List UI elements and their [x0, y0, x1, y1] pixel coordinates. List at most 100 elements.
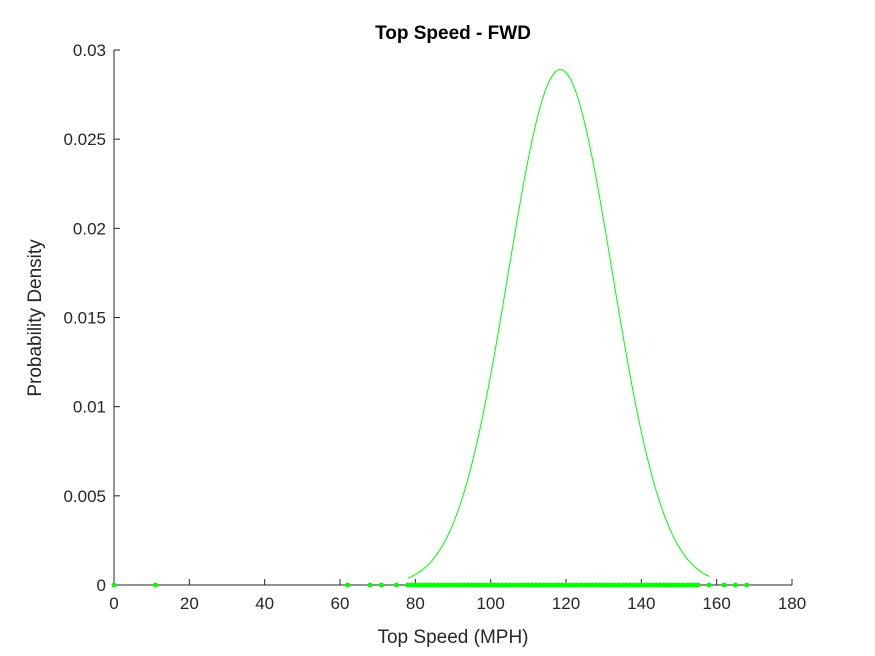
data-point — [522, 582, 528, 588]
data-point — [620, 582, 625, 588]
data-point — [593, 582, 599, 588]
data-point — [394, 582, 399, 588]
data-point — [567, 582, 573, 588]
data-point — [435, 582, 441, 588]
data-point — [469, 582, 475, 588]
data-point — [586, 582, 592, 588]
data-point — [623, 582, 629, 588]
y-tick-label: 0.02 — [73, 219, 106, 238]
data-point — [529, 582, 535, 588]
data-point — [721, 582, 727, 588]
x-tick-label: 140 — [627, 594, 655, 613]
data-point — [345, 582, 351, 588]
data-point — [518, 582, 524, 588]
data-point — [680, 582, 686, 588]
y-axis-label: Probability Density — [25, 239, 46, 397]
data-point — [665, 582, 671, 588]
data-point — [676, 582, 682, 588]
data-point — [638, 582, 644, 588]
data-point — [412, 582, 418, 588]
data-point — [733, 582, 738, 588]
data-point — [608, 582, 614, 588]
x-tick-label: 80 — [406, 594, 425, 613]
data-point — [431, 582, 437, 588]
data-point — [552, 582, 558, 588]
data-point — [627, 582, 633, 588]
data-point — [427, 582, 433, 588]
data-point — [446, 582, 452, 588]
data-point — [454, 582, 460, 588]
data-point — [405, 582, 411, 588]
data-point — [476, 582, 482, 588]
data-point — [540, 582, 546, 588]
plot-area — [111, 68, 750, 588]
x-tick-label: 120 — [552, 594, 580, 613]
data-point — [695, 582, 701, 588]
data-point — [555, 582, 561, 588]
data-point — [578, 582, 584, 588]
data-point — [484, 582, 490, 588]
y-tick-label: 0.025 — [63, 130, 106, 149]
data-point — [672, 582, 678, 588]
data-point — [514, 582, 520, 588]
data-point — [495, 582, 501, 588]
data-point — [537, 582, 543, 588]
data-point — [642, 582, 648, 588]
data-point — [687, 582, 693, 588]
data-point — [589, 582, 595, 588]
data-point — [378, 582, 384, 588]
data-point — [612, 582, 618, 588]
pdf-curve — [407, 68, 710, 579]
data-point — [616, 582, 622, 588]
data-point — [420, 582, 426, 588]
data-point — [650, 582, 656, 588]
data-point — [744, 582, 750, 588]
x-tick-label: 160 — [702, 594, 730, 613]
data-point — [465, 582, 471, 588]
data-point — [548, 582, 554, 588]
data-point — [631, 582, 637, 588]
x-tick-label: 0 — [109, 594, 118, 613]
data-point — [439, 582, 445, 588]
data-point — [507, 582, 512, 588]
data-point — [480, 582, 486, 588]
data-point — [571, 582, 577, 588]
x-tick-label: 180 — [778, 594, 806, 613]
data-point — [510, 582, 516, 588]
data-point — [544, 582, 550, 588]
data-point — [424, 582, 430, 588]
data-point — [706, 582, 712, 588]
data-point — [597, 582, 603, 588]
data-point — [473, 582, 479, 588]
data-point — [684, 582, 690, 588]
data-point — [657, 582, 663, 588]
data-point — [582, 582, 588, 588]
data-point — [533, 582, 539, 588]
data-point — [461, 582, 467, 588]
data-point — [574, 582, 580, 588]
x-tick-label: 60 — [331, 594, 350, 613]
x-tick-label: 20 — [180, 594, 199, 613]
data-point — [409, 582, 415, 588]
data-point — [559, 582, 565, 588]
data-point — [525, 582, 531, 588]
data-point — [668, 582, 674, 588]
x-axis-label: Top Speed (MPH) — [377, 627, 528, 648]
data-point — [111, 582, 117, 588]
x-tick-label: 40 — [255, 594, 274, 613]
data-point — [601, 582, 607, 588]
data-point — [604, 582, 610, 588]
chart-title: Top Speed - FWD — [375, 23, 531, 44]
y-tick-label: 0.03 — [73, 41, 106, 60]
y-tick-label: 0.005 — [63, 487, 106, 506]
y-tick-label: 0.01 — [73, 398, 106, 417]
data-point — [646, 582, 652, 588]
data-point — [450, 582, 456, 588]
data-point — [442, 582, 448, 588]
data-point — [152, 582, 158, 588]
data-point — [458, 582, 464, 588]
data-point — [488, 582, 494, 588]
data-point — [503, 582, 509, 588]
data-point — [635, 582, 641, 588]
